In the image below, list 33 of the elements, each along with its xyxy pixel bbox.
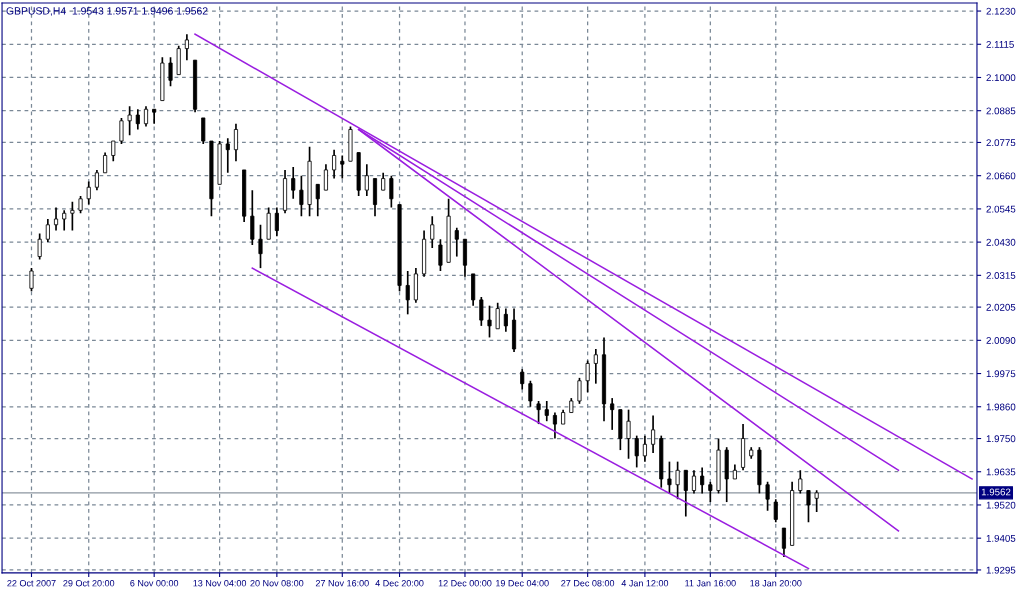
y-tick-label: 2.0885 bbox=[986, 107, 1016, 115]
y-tick-label: 1.9635 bbox=[986, 468, 1016, 476]
y-tick-label: 2.0545 bbox=[986, 205, 1016, 213]
y-tick-label: 2.0315 bbox=[986, 272, 1016, 279]
x-tick-label: 22 Oct 2007 bbox=[7, 580, 56, 587]
x-tick-label: 4 Jan 12:00 bbox=[621, 580, 669, 587]
y-tick-label: 2.0775 bbox=[986, 139, 1016, 147]
y-tick-label: 1.9750 bbox=[986, 435, 1016, 443]
x-tick-label: 4 Dec 20:00 bbox=[375, 580, 424, 587]
chart-title: GBPUSD,H4 1.9543 1.9571 1.9496 1.9562 bbox=[6, 7, 208, 16]
x-tick-label: 20 Nov 08:00 bbox=[250, 580, 304, 587]
y-tick-label: 2.0660 bbox=[986, 172, 1016, 180]
x-tick-label: 11 Jan 16:00 bbox=[685, 580, 736, 587]
y-tick-label: 2.0090 bbox=[986, 337, 1016, 344]
y-tick-label: 2.1115 bbox=[986, 41, 1014, 48]
y-tick-label: 2.1000 bbox=[986, 74, 1016, 82]
x-tick-label: 29 Oct 20:00 bbox=[63, 580, 115, 587]
y-tick-label: 2.0205 bbox=[986, 303, 1016, 311]
y-tick-label: 1.9975 bbox=[986, 370, 1016, 378]
y-tick-label: 2.1230 bbox=[986, 7, 1016, 15]
x-tick-label: 27 Nov 16:00 bbox=[315, 580, 369, 587]
y-tick-label: 1.9405 bbox=[986, 534, 1016, 542]
x-tick-label: 12 Dec 00:00 bbox=[438, 580, 492, 587]
y-tick-label: 1.9295 bbox=[986, 566, 1016, 574]
x-tick-label: 13 Nov 04:00 bbox=[193, 580, 247, 587]
x-tick-label: 27 Dec 08:00 bbox=[561, 580, 615, 587]
y-tick-label: 1.9860 bbox=[986, 403, 1016, 411]
x-tick-label: 19 Dec 04:00 bbox=[496, 580, 549, 587]
y-tick-label: 2.0430 bbox=[986, 238, 1016, 246]
ref-line-label: 1.9562 bbox=[981, 488, 1011, 496]
y-tick-label: 1.9520 bbox=[986, 501, 1016, 509]
x-tick-label: 6 Nov 00:00 bbox=[130, 580, 179, 587]
x-tick-label: 18 Jan 20:00 bbox=[750, 580, 802, 587]
